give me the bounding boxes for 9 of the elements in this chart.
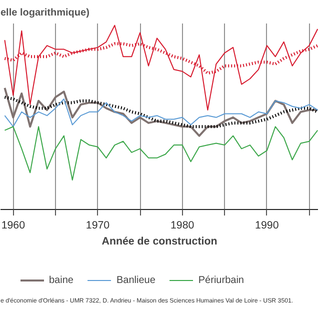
legend-label: baine [49,274,74,286]
x-axis-title: Année de construction [102,236,218,248]
chart-title: elle logarithmique) [0,8,90,18]
x-tick-label: 1960 [1,220,26,232]
x-tick-label: 1970 [86,220,110,232]
x-tick-label: 1980 [170,220,194,232]
x-tick-label: 1990 [255,220,279,232]
legend-label: Banlieue [116,274,156,286]
legend-label: Périurbain [198,274,244,286]
